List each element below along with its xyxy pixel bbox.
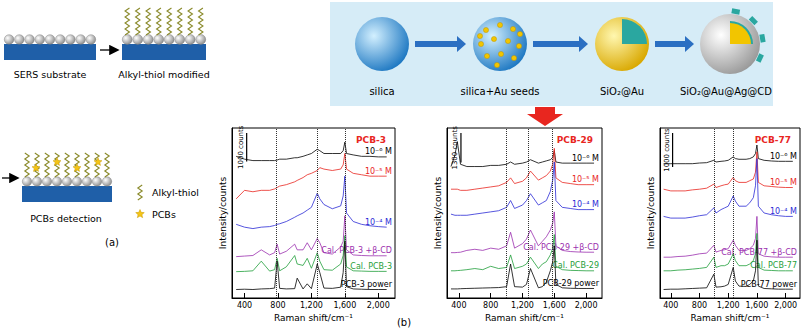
svg-text:SiO₂@Au@Ag@CD: SiO₂@Au@Ag@CD (680, 86, 772, 97)
svg-text:Intensity/counts: Intensity/counts (433, 177, 443, 250)
svg-text:1,600: 1,600 (543, 301, 566, 310)
svg-text:Intensity/counts: Intensity/counts (646, 177, 656, 250)
svg-text:10⁻⁶ M: 10⁻⁶ M (365, 147, 392, 156)
svg-text:PCBs detection: PCBs detection (30, 213, 102, 224)
svg-text:PCB-29 power: PCB-29 power (543, 279, 600, 288)
svg-text:Cal. PCB-3 +β-CD: Cal. PCB-3 +β-CD (321, 246, 392, 256)
svg-text:10⁻⁵ M: 10⁻⁵ M (572, 175, 599, 184)
svg-text:PCBs: PCBs (152, 209, 176, 220)
svg-text:Cal. PCB-29 +β-CD: Cal. PCB-29 +β-CD (523, 243, 599, 252)
svg-text:1000 counts: 1000 counts (663, 128, 671, 172)
svg-text:(a): (a) (105, 237, 119, 248)
svg-text:PCB-29: PCB-29 (557, 135, 593, 145)
svg-text:Cal. PCB-77 +β-CD: Cal. PCB-77 +β-CD (721, 247, 797, 257)
svg-text:1000 counts: 1000 counts (237, 125, 245, 169)
svg-text:400: 400 (451, 301, 466, 310)
svg-text:2,000: 2,000 (774, 301, 797, 310)
svg-text:1,600: 1,600 (333, 301, 356, 310)
svg-text:10⁻⁴ M: 10⁻⁴ M (364, 217, 392, 227)
svg-text:1300 counts: 1300 counts (451, 126, 460, 170)
svg-text:Intensity/counts: Intensity/counts (218, 177, 228, 250)
svg-text:PCB-77 power: PCB-77 power (741, 280, 798, 289)
svg-text:Raman shift/cm⁻¹: Raman shift/cm⁻¹ (691, 313, 770, 323)
svg-text:1,200: 1,200 (511, 301, 534, 310)
svg-text:1,200: 1,200 (717, 301, 740, 310)
svg-text:Cal. PCB-3: Cal. PCB-3 (350, 262, 392, 271)
svg-text:800: 800 (692, 301, 707, 310)
svg-text:SiO₂@Au: SiO₂@Au (600, 86, 644, 97)
svg-text:Cal. PCB-77: Cal. PCB-77 (750, 261, 797, 271)
svg-text:(b): (b) (397, 317, 411, 328)
svg-text:Cal. PCB-29: Cal. PCB-29 (552, 261, 599, 270)
svg-text:400: 400 (663, 301, 678, 310)
svg-text:800: 800 (270, 301, 285, 310)
svg-text:PCB-77: PCB-77 (755, 135, 791, 145)
svg-text:Raman shift/cm⁻¹: Raman shift/cm⁻¹ (274, 313, 353, 323)
svg-text:Alkyl-thiol modified: Alkyl-thiol modified (118, 69, 209, 80)
svg-text:1,200: 1,200 (300, 301, 323, 310)
svg-text:10⁻⁵ M: 10⁻⁵ M (770, 178, 797, 187)
svg-text:silica: silica (369, 86, 394, 97)
svg-text:SERS substrate: SERS substrate (14, 69, 87, 80)
svg-text:Raman shift/cm⁻¹: Raman shift/cm⁻¹ (485, 313, 564, 323)
svg-text:Alkyl-thiol: Alkyl-thiol (152, 187, 199, 198)
svg-text:10⁻⁵ M: 10⁻⁵ M (365, 167, 392, 176)
svg-text:1,600: 1,600 (745, 301, 768, 310)
svg-text:silica+Au seeds: silica+Au seeds (461, 86, 540, 97)
svg-text:10⁻⁶ M: 10⁻⁶ M (770, 152, 797, 161)
svg-text:PCB-3: PCB-3 (356, 135, 386, 145)
svg-text:800: 800 (483, 301, 498, 310)
svg-text:400: 400 (237, 301, 252, 310)
svg-text:PCB-3 power: PCB-3 power (340, 280, 392, 289)
svg-text:2,000: 2,000 (367, 301, 390, 310)
svg-text:10⁻⁶ M: 10⁻⁶ M (572, 154, 599, 163)
svg-text:10⁻⁴ M: 10⁻⁴ M (770, 207, 797, 216)
svg-text:10⁻⁴ M: 10⁻⁴ M (572, 200, 599, 209)
svg-text:2,000: 2,000 (575, 301, 598, 310)
